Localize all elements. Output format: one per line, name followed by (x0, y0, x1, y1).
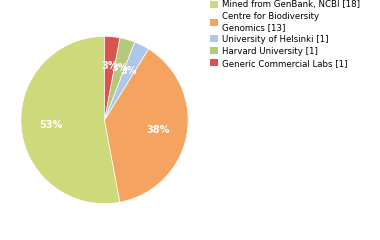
Legend: Mined from GenBank, NCBI [18], Centre for Biodiversity
Genomics [13], University: Mined from GenBank, NCBI [18], Centre fo… (209, 0, 360, 69)
Wedge shape (21, 36, 120, 204)
Wedge shape (105, 36, 120, 120)
Text: 38%: 38% (146, 125, 169, 135)
Text: 3%: 3% (120, 66, 137, 76)
Wedge shape (105, 49, 188, 202)
Wedge shape (105, 42, 149, 120)
Wedge shape (105, 38, 135, 120)
Text: 3%: 3% (101, 61, 118, 71)
Text: 53%: 53% (39, 120, 62, 130)
Text: 3%: 3% (111, 63, 128, 73)
